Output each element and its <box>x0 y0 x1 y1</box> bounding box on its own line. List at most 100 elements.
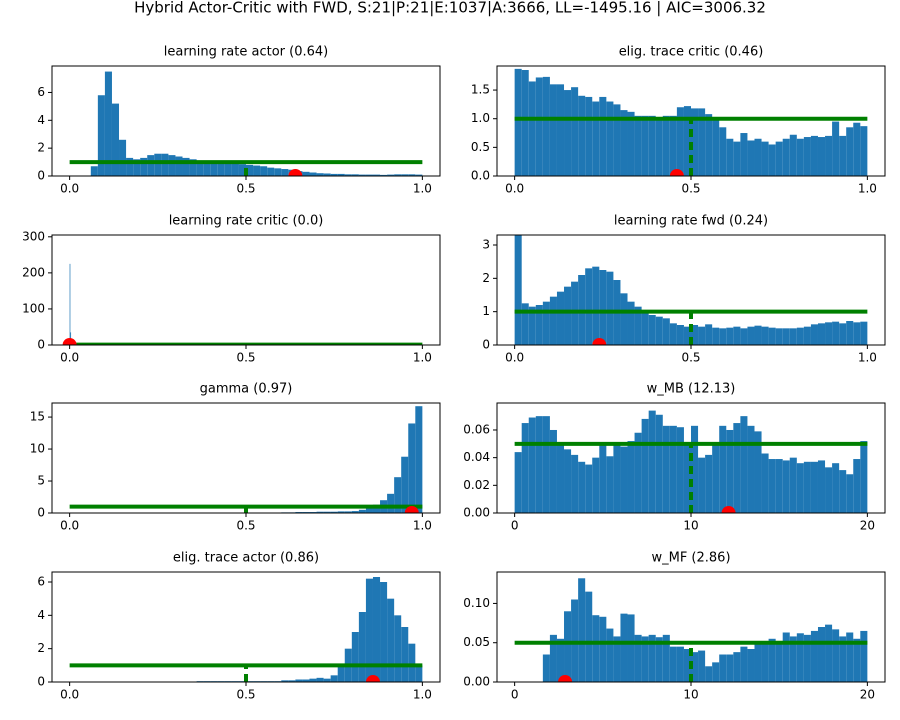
bar <box>782 328 790 345</box>
bar <box>401 627 409 682</box>
bar <box>288 680 296 682</box>
bar <box>578 578 586 682</box>
bar <box>648 634 656 682</box>
bar <box>860 126 868 176</box>
bar <box>620 293 628 345</box>
estimate-marker <box>288 169 303 176</box>
subplot-title: learning rate fwd (0.24) <box>614 214 768 229</box>
bar <box>210 162 218 176</box>
bar <box>691 652 699 682</box>
bar <box>683 649 691 682</box>
bar <box>691 108 699 176</box>
bar <box>655 637 663 682</box>
bar <box>754 138 762 176</box>
x-tick-label: 0.5 <box>236 182 255 196</box>
bar <box>323 678 331 682</box>
bar <box>415 174 423 176</box>
bar <box>775 141 783 176</box>
bar <box>839 636 847 682</box>
bar <box>747 649 755 682</box>
y-tick-label: 6 <box>37 85 45 99</box>
bar <box>309 172 317 176</box>
bar <box>726 654 734 682</box>
y-tick-label: 1 <box>482 304 490 318</box>
bar <box>803 326 811 345</box>
bar <box>380 174 388 176</box>
bar <box>655 316 663 345</box>
bar <box>514 235 522 345</box>
bar <box>662 318 670 345</box>
y-tick-label: 2 <box>37 641 45 655</box>
x-tick-label: 0.0 <box>505 351 524 365</box>
bar <box>613 104 621 176</box>
bar <box>599 616 607 682</box>
bar <box>648 115 656 176</box>
y-tick-label: 3 <box>482 238 490 252</box>
bar <box>133 159 141 176</box>
bar <box>803 137 811 176</box>
bar <box>351 632 359 682</box>
y-tick-label: 5 <box>37 474 45 488</box>
bar <box>846 127 854 176</box>
bar <box>782 632 790 682</box>
bar <box>521 70 529 176</box>
bar <box>655 118 663 176</box>
bar <box>620 110 628 176</box>
y-tick-label: 1.0 <box>471 111 490 125</box>
bar <box>154 153 162 176</box>
bar <box>698 108 706 176</box>
bar <box>549 429 557 513</box>
bar <box>846 321 854 345</box>
bar <box>147 155 155 176</box>
bar <box>810 461 818 513</box>
bar <box>620 613 628 682</box>
subplot-title: w_MB (12.13) <box>647 382 736 397</box>
bar <box>712 662 720 682</box>
bar <box>585 591 593 682</box>
bar <box>712 118 720 176</box>
bar <box>754 642 762 682</box>
bar <box>733 326 741 345</box>
bar <box>761 453 769 513</box>
y-tick-label: 0 <box>37 169 45 183</box>
y-tick-label: 0.5 <box>471 140 490 154</box>
bar <box>817 137 826 176</box>
subplot-title: learning rate actor (0.64) <box>164 45 328 60</box>
bar <box>698 457 706 513</box>
x-tick-label: 1.0 <box>413 182 432 196</box>
bar <box>754 325 762 345</box>
bar <box>549 296 557 345</box>
y-tick-label: 300 <box>22 229 45 243</box>
bar <box>267 167 275 176</box>
bar <box>571 454 579 513</box>
y-tick-label: 15 <box>30 410 45 424</box>
y-tick-label: 0 <box>482 338 490 352</box>
bar <box>733 423 741 513</box>
bar <box>733 141 741 176</box>
subplot: elig. trace actor (0.86) 0.0 0.5 1.0 0 2 4 6 <box>37 551 441 702</box>
bar <box>394 615 402 682</box>
bar <box>832 629 840 682</box>
bar <box>683 326 691 345</box>
bar <box>408 174 416 176</box>
bar <box>592 266 600 345</box>
bar <box>387 174 395 176</box>
bar <box>599 270 607 345</box>
subplot-title: learning rate critic (0.0) <box>169 214 324 229</box>
y-tick-label: 6 <box>37 575 45 589</box>
bar <box>372 174 381 176</box>
subplot: w_MB (12.13) 0 10 20 0.00 0.02 0.04 0.06 <box>463 382 886 533</box>
bar <box>542 76 550 176</box>
bar <box>761 326 769 345</box>
bar <box>747 326 755 345</box>
bar <box>592 457 600 513</box>
y-tick-label: 0.05 <box>463 635 490 649</box>
bar <box>627 441 635 513</box>
bar <box>365 174 373 176</box>
bar <box>168 155 176 176</box>
bar <box>231 163 239 176</box>
bar <box>253 165 261 176</box>
bar <box>90 166 98 176</box>
y-tick-label: 0.00 <box>463 506 490 520</box>
